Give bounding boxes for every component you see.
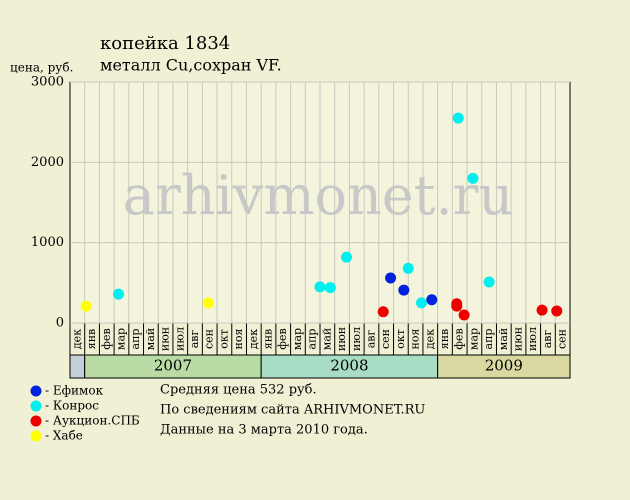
x-tick-label: фев <box>276 328 289 349</box>
year-label: 2009 <box>485 357 523 375</box>
x-tick-label: апр <box>306 329 319 350</box>
x-tick-label: ноя <box>232 328 245 349</box>
y-tick-label: 0 <box>56 316 64 331</box>
legend-label: - Ефимок <box>45 384 104 398</box>
x-tick-label: июн <box>512 327 525 351</box>
point <box>398 284 410 296</box>
x-tick-label: мар <box>114 328 127 350</box>
x-tick-label: май <box>320 328 333 350</box>
x-tick-label: май <box>144 328 157 350</box>
point <box>377 306 389 318</box>
x-tick-label: июл <box>526 327 539 351</box>
legend-marker <box>30 385 42 397</box>
legend-marker <box>30 400 42 412</box>
legend-marker <box>30 415 42 427</box>
legend-marker <box>30 430 42 442</box>
point <box>551 305 563 317</box>
x-tick-label: авг <box>188 330 201 349</box>
x-tick-label: июл <box>350 327 363 351</box>
point <box>426 294 438 306</box>
point <box>483 276 495 288</box>
year-label: 2007 <box>154 357 192 375</box>
legend-label: - Конрос <box>45 399 99 413</box>
y-tick-label: 3000 <box>31 75 64 90</box>
x-tick-label: окт <box>217 329 230 349</box>
legend-label: - Аукцион.СПБ <box>45 414 140 428</box>
point <box>402 262 414 274</box>
x-tick-label: сен <box>556 329 569 349</box>
point <box>340 251 352 263</box>
x-tick-label: окт <box>394 329 407 349</box>
x-tick-label: дек <box>423 329 436 349</box>
y-axis-label: цена, руб. <box>10 61 73 75</box>
point <box>80 300 92 312</box>
point <box>324 282 336 294</box>
note: По сведениям сайта ARHIVMONET.RU <box>160 403 425 418</box>
x-tick-label: дек <box>247 329 260 349</box>
x-tick-label: апр <box>129 329 142 350</box>
point <box>113 288 125 300</box>
year-label: 2008 <box>330 357 368 375</box>
point <box>415 297 427 309</box>
year-band <box>69 354 86 379</box>
y-tick-label: 2000 <box>31 155 64 170</box>
x-tick-label: янв <box>262 329 275 349</box>
x-tick-label: ноя <box>409 328 422 349</box>
watermark: arhivmonet.ru <box>123 164 513 227</box>
x-tick-label: фев <box>100 328 113 349</box>
point <box>452 112 464 124</box>
point <box>202 297 214 309</box>
point <box>467 172 479 184</box>
x-tick-label: фев <box>453 328 466 349</box>
note: Данные на 3 марта 2010 года. <box>160 423 368 438</box>
x-tick-label: янв <box>438 329 451 349</box>
point <box>536 304 548 316</box>
legend-label: - Хабе <box>45 429 83 443</box>
x-tick-label: июн <box>335 327 348 351</box>
x-tick-label: авг <box>364 330 377 349</box>
x-tick-label: мар <box>467 328 480 350</box>
point <box>451 300 463 312</box>
x-tick-label: дек <box>70 329 83 349</box>
note: Средняя цена 532 руб. <box>160 383 317 398</box>
x-tick-label: сен <box>379 329 392 349</box>
point <box>385 272 397 284</box>
y-tick-label: 1000 <box>31 235 64 250</box>
x-tick-label: сен <box>203 329 216 349</box>
x-tick-label: янв <box>85 329 98 349</box>
point <box>314 281 326 293</box>
x-tick-label: апр <box>482 329 495 350</box>
chart-subtitle: металл Cu,сохран VF. <box>100 56 282 75</box>
chart-title: копейка 1834 <box>100 33 230 54</box>
x-tick-label: май <box>497 328 510 350</box>
x-tick-label: мар <box>291 328 304 350</box>
x-tick-label: авг <box>541 330 554 349</box>
x-tick-label: июн <box>159 327 172 351</box>
point <box>458 309 470 321</box>
x-tick-label: июл <box>173 327 186 351</box>
